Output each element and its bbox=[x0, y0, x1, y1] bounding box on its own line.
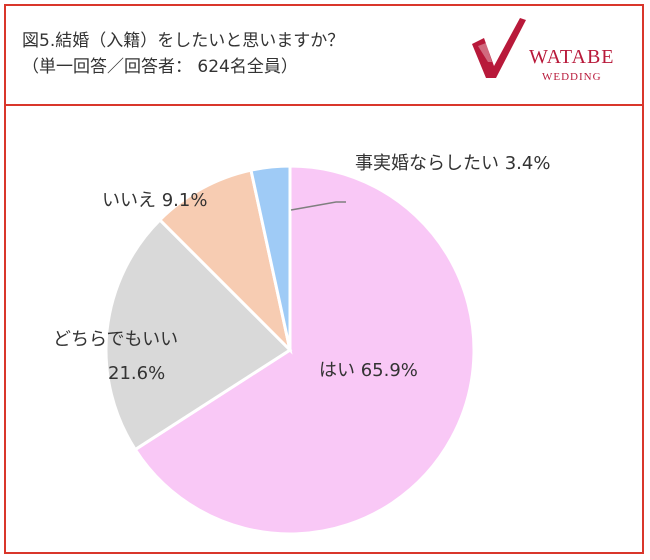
label-dochiraterno-name: どちらでもいい bbox=[53, 329, 178, 350]
label-jijitsukon: 事実婚ならしたい 3.4% bbox=[355, 153, 550, 174]
pie-slices bbox=[106, 166, 474, 534]
label-hai: はい 65.9% bbox=[319, 360, 418, 381]
label-dochirademo-value: 21.6% bbox=[108, 363, 165, 384]
label-iie: いいえ 9.1% bbox=[102, 190, 207, 211]
